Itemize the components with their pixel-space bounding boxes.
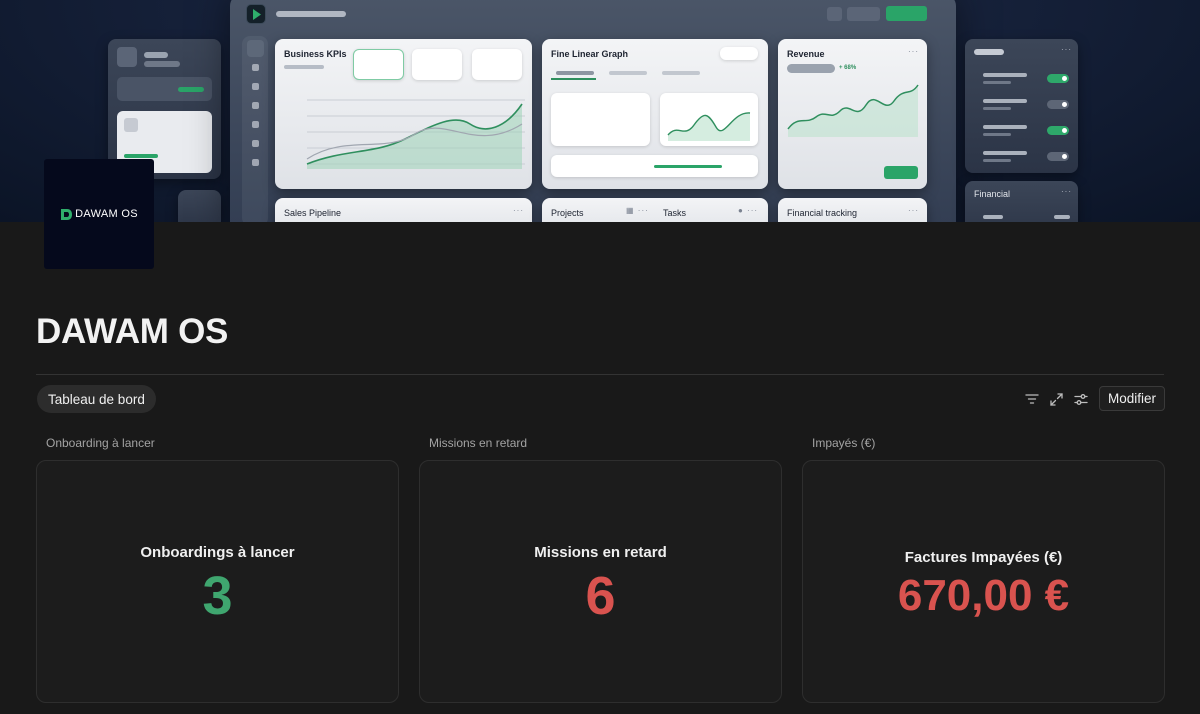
view-tab-tableau-de-bord[interactable]: Tableau de bord bbox=[37, 385, 156, 413]
cover-app-logo-icon bbox=[246, 4, 266, 24]
metric-card-impayes[interactable]: Factures Impayées (€) 670,00 € bbox=[802, 460, 1165, 703]
page-icon-logo[interactable]: DAWAM OS bbox=[44, 159, 154, 269]
title-divider bbox=[36, 374, 1164, 375]
cover-left-panel bbox=[108, 39, 221, 179]
metric-value: 670,00 € bbox=[897, 571, 1070, 620]
metric-value: 6 bbox=[585, 566, 616, 626]
logo-text: DAWAM OS bbox=[75, 208, 138, 220]
settings-sliders-icon[interactable] bbox=[1072, 390, 1090, 408]
expand-icon[interactable] bbox=[1047, 390, 1065, 408]
cover-image: Business KPIs Fine Linear Graph bbox=[0, 0, 1200, 222]
card-label-missions: Missions en retard bbox=[429, 436, 528, 450]
cover-financial-tracking-card: Financial tracking ··· bbox=[778, 198, 927, 222]
dawam-logo-icon bbox=[61, 208, 73, 220]
cover-revenue-card: Revenue ··· + 68% bbox=[778, 39, 927, 189]
metric-title: Missions en retard bbox=[534, 544, 667, 561]
metric-title: Onboardings à lancer bbox=[140, 544, 295, 561]
cover-mini-panel bbox=[178, 190, 221, 222]
cover-projects-tasks-card: Projects ▦ ··· Tasks ● ··· bbox=[542, 198, 768, 222]
cover-business-kpis-card: Business KPIs bbox=[275, 39, 532, 189]
cover-right-panel: ··· bbox=[965, 39, 1078, 173]
metric-value: 3 bbox=[202, 566, 233, 626]
card-label-onboarding: Onboarding à lancer bbox=[46, 436, 155, 450]
metric-card-missions[interactable]: Missions en retard 6 bbox=[419, 460, 782, 703]
card-label-impayes: Impayés (€) bbox=[812, 436, 876, 450]
metric-card-onboardings[interactable]: Onboardings à lancer 3 bbox=[36, 460, 399, 703]
metric-title: Factures Impayées (€) bbox=[904, 549, 1063, 566]
edit-button[interactable]: Modifier bbox=[1099, 386, 1166, 411]
cover-fine-linear-graph-card: Fine Linear Graph bbox=[542, 39, 768, 189]
page-title[interactable]: DAWAM OS bbox=[36, 312, 229, 351]
filter-icon[interactable] bbox=[1023, 390, 1041, 408]
cover-financial-panel: Financial ··· bbox=[965, 181, 1078, 222]
cover-sales-pipeline-card: Sales Pipeline ··· bbox=[275, 198, 532, 222]
